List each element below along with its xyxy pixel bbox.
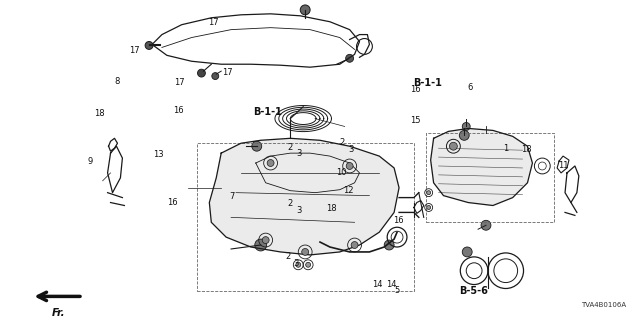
Circle shape bbox=[481, 220, 491, 230]
Text: 18: 18 bbox=[326, 204, 336, 212]
Text: 2: 2 bbox=[339, 139, 344, 148]
Circle shape bbox=[351, 242, 358, 249]
Text: 17: 17 bbox=[208, 18, 219, 27]
Text: 2: 2 bbox=[286, 252, 291, 261]
Circle shape bbox=[262, 236, 269, 244]
Text: 11: 11 bbox=[557, 161, 568, 170]
Text: 10: 10 bbox=[336, 168, 346, 177]
Text: 18: 18 bbox=[521, 145, 532, 154]
Circle shape bbox=[300, 5, 310, 15]
Circle shape bbox=[462, 123, 470, 131]
Text: B-5-6: B-5-6 bbox=[459, 286, 488, 296]
Text: 13: 13 bbox=[153, 150, 164, 159]
Text: 2: 2 bbox=[288, 199, 293, 208]
Text: 9: 9 bbox=[88, 157, 93, 166]
Text: 16: 16 bbox=[167, 198, 178, 207]
Text: 15: 15 bbox=[410, 116, 421, 125]
Circle shape bbox=[427, 205, 431, 210]
Text: 7: 7 bbox=[229, 192, 234, 201]
Text: 12: 12 bbox=[344, 186, 354, 195]
Circle shape bbox=[449, 142, 458, 150]
Polygon shape bbox=[209, 138, 399, 255]
Text: 17: 17 bbox=[129, 46, 140, 55]
Circle shape bbox=[384, 240, 394, 250]
Circle shape bbox=[255, 239, 267, 251]
Text: 18: 18 bbox=[94, 109, 105, 118]
Text: 14: 14 bbox=[386, 280, 396, 289]
Circle shape bbox=[252, 141, 262, 151]
Circle shape bbox=[198, 69, 205, 77]
Bar bbox=[426, 133, 554, 222]
Text: Fr.: Fr. bbox=[51, 308, 65, 318]
Circle shape bbox=[145, 42, 153, 49]
Text: 3: 3 bbox=[348, 145, 353, 154]
Text: 17: 17 bbox=[222, 68, 232, 77]
Text: B-1-1: B-1-1 bbox=[413, 78, 442, 88]
Circle shape bbox=[460, 131, 469, 140]
Circle shape bbox=[301, 249, 308, 255]
Bar bbox=[196, 143, 414, 292]
Text: 16: 16 bbox=[173, 106, 183, 115]
Polygon shape bbox=[431, 128, 532, 205]
Text: 14: 14 bbox=[372, 280, 383, 289]
Text: 3: 3 bbox=[294, 259, 299, 268]
Text: 17: 17 bbox=[175, 78, 185, 87]
Text: B-1-1: B-1-1 bbox=[253, 107, 282, 117]
Text: 3: 3 bbox=[296, 206, 302, 215]
Circle shape bbox=[462, 247, 472, 257]
Circle shape bbox=[296, 262, 301, 267]
Text: 6: 6 bbox=[467, 84, 473, 92]
Circle shape bbox=[306, 262, 310, 267]
Text: 16: 16 bbox=[410, 85, 421, 94]
Circle shape bbox=[212, 73, 219, 80]
Text: 16: 16 bbox=[394, 216, 404, 225]
Circle shape bbox=[346, 54, 353, 62]
Text: 5: 5 bbox=[394, 286, 399, 295]
Text: TVA4B0106A: TVA4B0106A bbox=[581, 302, 627, 308]
Text: 8: 8 bbox=[115, 77, 120, 86]
Text: 3: 3 bbox=[296, 149, 301, 158]
Text: 2: 2 bbox=[287, 142, 292, 151]
Circle shape bbox=[346, 163, 353, 170]
Circle shape bbox=[267, 160, 274, 166]
Text: 1: 1 bbox=[504, 144, 509, 153]
Circle shape bbox=[427, 191, 431, 195]
